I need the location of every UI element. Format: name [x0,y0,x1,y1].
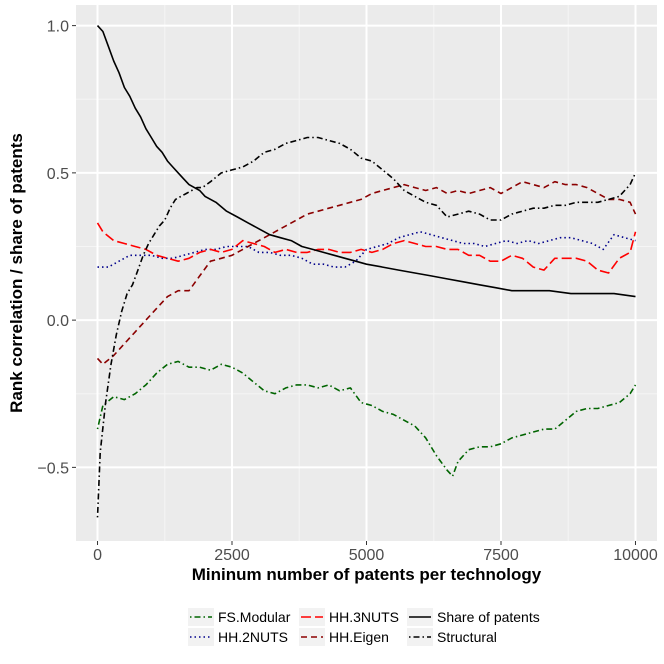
legend: FS.Modular HH.2NUTS HH.3NUTS HH.Eigen Share … [188,608,540,646]
legend-label: Structural [437,629,497,645]
y-axis-ticks: −0.5 0.0 0.5 1.0 [37,19,76,477]
x-tick-label: 7500 [483,547,519,564]
legend-label: HH.Eigen [329,629,389,645]
legend-label: FS.Modular [218,609,291,625]
x-axis-ticks: 0 2500 5000 7500 10000 [93,541,658,564]
x-tick-label: 10000 [613,547,658,564]
legend-key [188,628,214,646]
x-tick-label: 0 [93,547,102,564]
legend-key [299,608,325,626]
series-line-structural [96,136,637,518]
legend-item: HH.3NUTS [299,608,399,626]
y-tick-label: 0.0 [47,313,69,330]
legend-item: Share of patents [407,608,540,626]
legend-label: Share of patents [437,609,540,625]
series-line-hh-eigen [96,180,637,366]
legend-item: FS.Modular [188,608,291,626]
legend-key [188,608,214,626]
y-tick-label: 0.5 [47,166,69,183]
x-tick-label: 5000 [349,547,385,564]
legend-item: HH.2NUTS [188,628,288,646]
y-axis-title: Rank correlation / share of patents [7,133,26,413]
series-line-share-of-patents [96,25,636,298]
legend-label: HH.2NUTS [218,629,288,645]
legend-item: Structural [407,628,497,646]
x-axis-title: Mininum number of patents per technology [192,565,542,584]
y-tick-label: 1.0 [47,19,69,36]
series-line-hh-2nuts [97,231,636,268]
major-gridlines [76,5,657,541]
legend-label: HH.3NUTS [329,609,399,625]
series-line-fs-modular [96,360,637,477]
legend-key [407,628,433,646]
y-tick-label: −0.5 [37,460,69,477]
x-tick-label: 2500 [214,547,250,564]
legend-item: HH.Eigen [299,628,389,646]
series-layer [96,25,637,518]
